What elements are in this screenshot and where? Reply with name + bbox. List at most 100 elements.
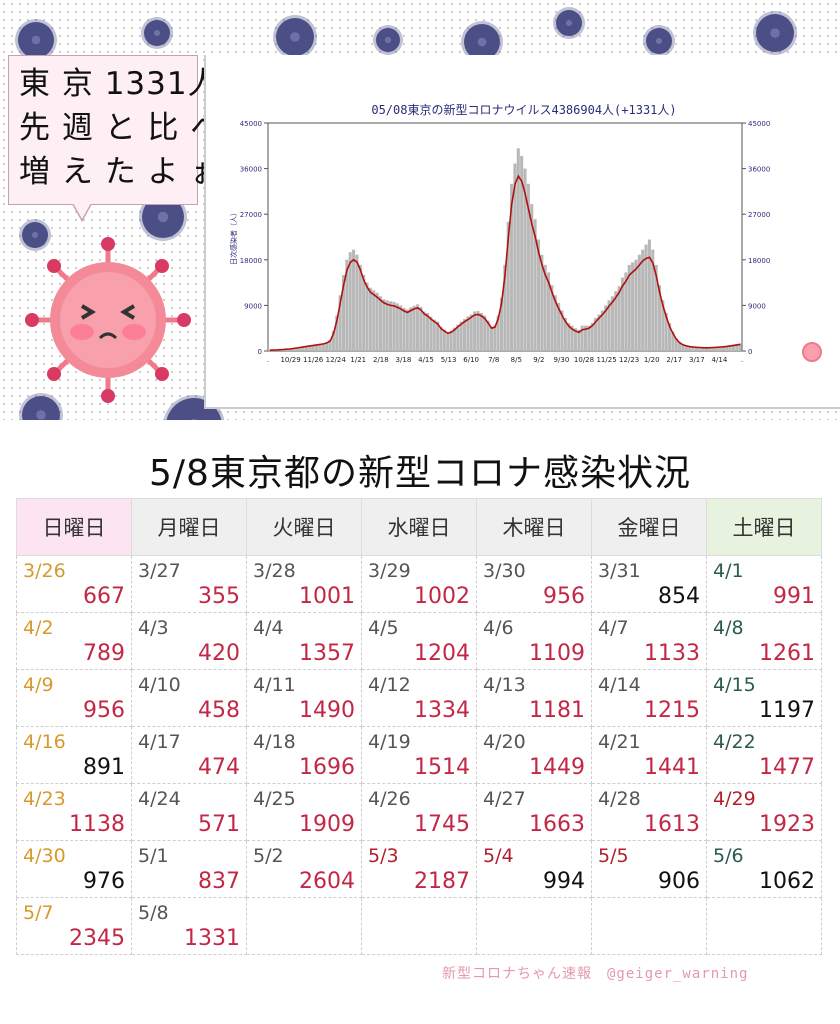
data-bar — [335, 315, 339, 351]
table-row: 4/23 1138 4/24 571 4/25 1909 4/26 1745 4/27 1663 4… — [16, 783, 822, 841]
virus-icon — [464, 24, 500, 60]
data-bar — [473, 311, 477, 351]
data-bar — [520, 155, 524, 351]
data-bar — [429, 316, 433, 351]
data-bar — [570, 325, 574, 351]
day-cases: 355 — [198, 584, 240, 609]
day-cases: 1197 — [759, 698, 815, 723]
data-bar — [291, 348, 295, 351]
data-bar — [483, 315, 487, 351]
day-cell: 4/18 1696 — [246, 726, 362, 784]
y-tick-label-right: 27000 — [748, 211, 770, 219]
day-date: 3/27 — [138, 560, 181, 582]
day-date: 3/31 — [598, 560, 641, 582]
data-bar — [362, 275, 366, 351]
virus-mascot-icon — [25, 237, 191, 403]
day-date: 4/20 — [483, 731, 526, 753]
data-bar — [661, 300, 665, 351]
day-cases: 1909 — [299, 812, 355, 837]
day-date: 4/8 — [713, 617, 744, 639]
x-tick-label: 2/17 — [666, 356, 682, 364]
data-bar — [328, 339, 332, 351]
day-cases: 571 — [198, 812, 240, 837]
day-cell: 4/30 976 — [16, 840, 132, 898]
data-bar — [422, 311, 426, 351]
data-bar — [499, 297, 504, 351]
calendar-body: 3/26 667 3/27 355 3/28 1001 3/29 1002 3/30 956 3/3… — [16, 555, 822, 955]
x-tick-label: 8/5 — [511, 356, 522, 364]
day-cases: 956 — [83, 698, 125, 723]
x-tick-label: 3/17 — [689, 356, 705, 364]
data-bar — [614, 291, 618, 351]
day-cell: 4/23 1138 — [16, 783, 132, 841]
data-bar — [627, 264, 631, 351]
day-cell: 3/29 1002 — [361, 555, 477, 613]
day-date: 4/22 — [713, 731, 756, 753]
data-bar — [624, 272, 628, 351]
virus-icon — [646, 28, 672, 54]
data-bar — [678, 341, 682, 351]
day-date: 4/2 — [23, 617, 54, 639]
data-bar — [681, 344, 685, 351]
day-cases: 1062 — [759, 869, 815, 894]
data-bar — [345, 259, 349, 351]
day-date: 4/4 — [253, 617, 284, 639]
day-cell: 4/1 991 — [706, 555, 822, 613]
x-tick-label: 1/21 — [350, 356, 366, 364]
day-cell: 4/3 420 — [131, 612, 247, 670]
header-sunday: 日曜日 — [16, 498, 132, 556]
y-tick-label-right: 36000 — [748, 166, 770, 174]
data-bar — [405, 309, 409, 351]
data-bar — [553, 295, 557, 351]
x-tick-label: 10/29 — [280, 356, 300, 364]
day-date: 5/3 — [368, 845, 399, 867]
day-cell: 4/26 1745 — [361, 783, 477, 841]
x-tick-label: 12/23 — [619, 356, 639, 364]
table-row: 5/7 2345 5/8 1331 — [16, 897, 822, 955]
data-bar — [419, 306, 423, 351]
day-date: 4/7 — [598, 617, 629, 639]
credit-text: 新型コロナちゃん速報 @geiger_warning — [442, 966, 749, 982]
data-bar — [298, 347, 302, 351]
data-bar — [503, 264, 507, 351]
data-bar — [647, 239, 651, 351]
calendar-header-row: 日曜日 月曜日 火曜日 水曜日 木曜日 金曜日 土曜日 — [16, 498, 822, 556]
day-cell: 5/2 2604 — [246, 840, 362, 898]
day-cell: 3/30 956 — [476, 555, 592, 613]
x-tick-label: 6/10 — [463, 356, 479, 364]
day-date: 4/18 — [253, 731, 296, 753]
day-cell: 4/19 1514 — [361, 726, 477, 784]
data-bar — [496, 315, 500, 351]
data-bar — [375, 292, 379, 351]
data-bar — [620, 277, 625, 351]
weekly-calendar-table: 日曜日 月曜日 火曜日 水曜日 木曜日 金曜日 土曜日 3/26 667 3/27 3… — [16, 498, 822, 955]
data-bar — [489, 326, 493, 351]
data-bar — [573, 328, 577, 351]
data-bar — [456, 324, 460, 351]
day-cell — [246, 897, 362, 955]
data-bar — [321, 343, 325, 351]
cases-chart: 0 0 9000 9000 18000 18000 27000 27000 36000 36000… — [229, 120, 770, 364]
data-bar — [540, 254, 544, 351]
data-bar — [331, 330, 335, 351]
day-date: 4/5 — [368, 617, 399, 639]
data-bar — [684, 345, 688, 351]
data-bar — [284, 349, 288, 351]
day-cases: 976 — [83, 869, 125, 894]
data-bar — [338, 295, 342, 351]
data-bar — [523, 168, 527, 351]
day-cell: 5/1 837 — [131, 840, 247, 898]
day-date: 4/13 — [483, 674, 526, 696]
data-bar — [550, 285, 554, 351]
data-bar — [543, 264, 547, 351]
header-friday: 金曜日 — [591, 498, 707, 556]
day-date: 4/29 — [713, 788, 756, 810]
y-tick-label-left: 0 — [258, 348, 262, 356]
data-bar — [385, 300, 389, 351]
data-bar — [637, 254, 641, 351]
data-bar — [449, 330, 453, 351]
day-cell: 4/15 1197 — [706, 669, 822, 727]
day-cases: 1696 — [299, 755, 355, 780]
data-bar — [355, 254, 359, 351]
day-date: 5/2 — [253, 845, 284, 867]
